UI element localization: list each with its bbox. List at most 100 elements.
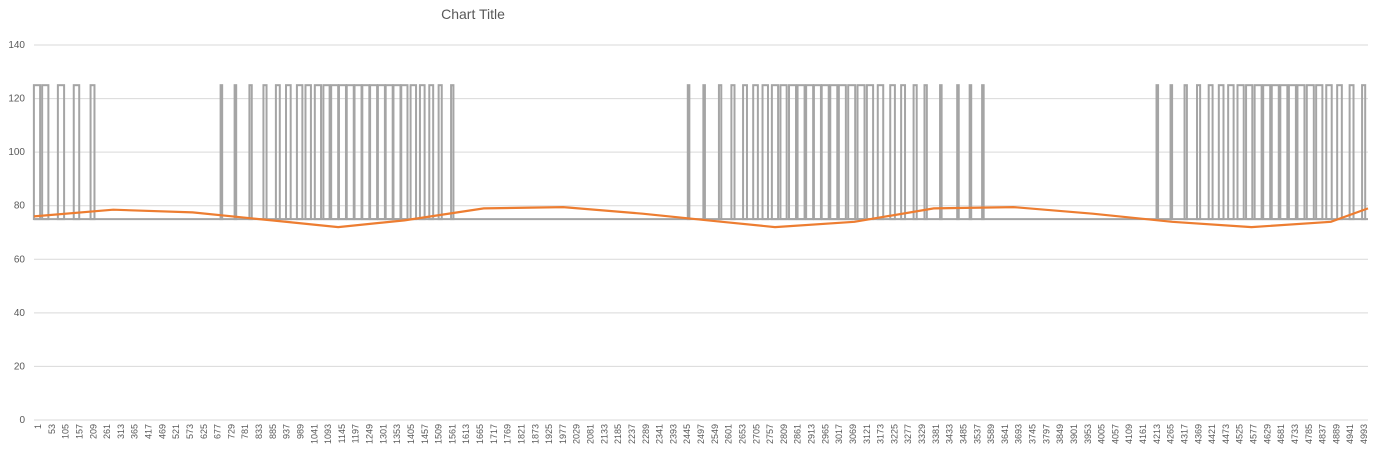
pulse-mark <box>437 84 443 221</box>
x-tick-label: 3641 <box>1000 424 1010 444</box>
pulse-mark <box>788 84 798 221</box>
pulse-mark <box>837 84 847 221</box>
x-tick-label: 1873 <box>530 424 540 444</box>
x-tick-label: 2861 <box>793 424 803 444</box>
pulse-mark <box>686 84 691 221</box>
pulse-mark <box>233 84 238 221</box>
pulse-mark <box>1196 84 1202 221</box>
x-tick-label: 3121 <box>862 424 872 444</box>
pulse-mark <box>847 84 857 221</box>
pulse-mark <box>1270 84 1280 221</box>
pulse-mark <box>829 84 839 221</box>
x-tick-label: 469 <box>157 424 167 439</box>
y-tick-label: 20 <box>14 361 26 372</box>
x-tick-label: 833 <box>254 424 264 439</box>
pulse-mark <box>418 84 426 221</box>
y-tick-label: 0 <box>19 415 25 426</box>
x-tick-label: 53 <box>47 424 57 434</box>
x-tick-label: 1717 <box>489 424 499 444</box>
x-tick-label: 4369 <box>1193 424 1203 444</box>
pulse-mark <box>1361 84 1367 221</box>
x-tick-label: 2133 <box>599 424 609 444</box>
pulse-mark <box>923 84 928 221</box>
pulse-mark <box>1217 84 1225 221</box>
x-tick-label: 4057 <box>1110 424 1120 444</box>
x-tick-label: 3329 <box>917 424 927 444</box>
pulse-mark <box>900 84 907 221</box>
x-tick-label: 4213 <box>1152 424 1162 444</box>
pulse-mark <box>856 84 866 221</box>
x-tick-label: 3953 <box>1083 424 1093 444</box>
x-tick-label: 4941 <box>1345 424 1355 444</box>
pulse-mark <box>981 84 985 221</box>
pulse-mark <box>717 84 723 221</box>
pulse-mark <box>1325 84 1333 221</box>
pulse-mark <box>295 84 304 221</box>
x-tick-label: 2497 <box>696 424 706 444</box>
x-tick-label: 885 <box>268 424 278 439</box>
x-tick-label: 625 <box>199 424 209 439</box>
pulse-mark <box>428 84 435 221</box>
x-tick-label: 4889 <box>1331 424 1341 444</box>
x-tick-label: 365 <box>130 424 140 439</box>
pulse-mark <box>1253 84 1263 221</box>
x-tick-label: 3901 <box>1069 424 1079 444</box>
x-tick-label: 1769 <box>503 424 513 444</box>
pulse-mark <box>779 84 788 221</box>
x-tick-label: 1249 <box>365 424 375 444</box>
y-tick-label: 40 <box>14 308 26 319</box>
pulse-mark <box>1348 84 1355 221</box>
x-tick-label: 2549 <box>710 424 720 444</box>
x-tick-label: 2809 <box>779 424 789 444</box>
x-tick-label: 4577 <box>1249 424 1259 444</box>
x-tick-label: 781 <box>240 424 250 439</box>
x-tick-label: 521 <box>171 424 181 439</box>
x-tick-label: 3485 <box>958 424 968 444</box>
x-tick-label: 2705 <box>751 424 761 444</box>
pulse-mark <box>41 84 50 221</box>
x-tick-label: 3225 <box>889 424 899 444</box>
x-tick-label: 3589 <box>986 424 996 444</box>
x-tick-label: 4161 <box>1138 424 1148 444</box>
pulse-mark <box>820 84 830 221</box>
x-tick-label: 1 <box>33 424 43 429</box>
y-tick-label: 120 <box>8 94 25 105</box>
x-tick-label: 989 <box>295 424 305 439</box>
x-tick-label: 1457 <box>420 424 430 444</box>
pulse-mark <box>912 84 918 221</box>
y-tick-label: 100 <box>8 147 25 158</box>
x-tick-label: 1561 <box>447 424 457 444</box>
x-tick-label: 1145 <box>337 424 347 443</box>
pulse-mark <box>285 84 292 221</box>
y-tick-label: 140 <box>8 40 25 51</box>
x-tick-label: 937 <box>282 424 292 439</box>
x-tick-label: 2445 <box>682 424 692 444</box>
pulse-mark <box>322 84 331 221</box>
pulse-mark <box>761 84 769 221</box>
x-tick-label: 1665 <box>475 424 485 444</box>
x-tick-label: 1301 <box>378 424 388 444</box>
x-tick-label: 4109 <box>1124 424 1134 444</box>
x-tick-label: 4473 <box>1221 424 1231 444</box>
pulse-mark <box>889 84 896 221</box>
pulse-mark <box>876 84 885 221</box>
pulse-mark <box>1207 84 1214 221</box>
x-tick-label: 417 <box>144 424 154 439</box>
x-tick-label: 2601 <box>724 424 734 444</box>
x-tick-label: 3797 <box>1041 424 1051 444</box>
x-tick-label: 3069 <box>848 424 858 444</box>
x-tick-label: 4317 <box>1179 424 1189 444</box>
pulse-mark <box>742 84 748 221</box>
pulse-mark <box>1262 84 1272 221</box>
x-tick-label: 313 <box>116 424 126 439</box>
pulse-mark <box>752 84 759 221</box>
pulse-mark <box>1296 84 1306 221</box>
x-tick-label: 2029 <box>572 424 582 444</box>
x-tick-label: 261 <box>102 424 112 439</box>
x-tick-label: 3173 <box>876 424 886 444</box>
x-tick-label: 3277 <box>903 424 913 444</box>
x-tick-label: 3381 <box>931 424 941 444</box>
x-tick-label: 4785 <box>1304 424 1314 444</box>
